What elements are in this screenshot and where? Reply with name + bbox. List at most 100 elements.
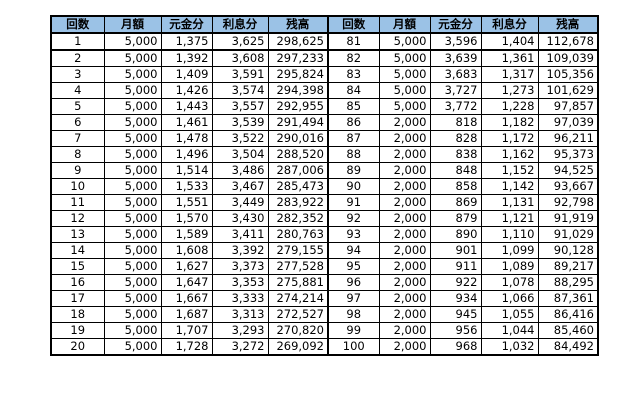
cell-interest: 1,162	[480, 146, 539, 163]
cell-count: 7	[50, 130, 105, 147]
table-row: 4 5,000 1,426 3,574 294,398 84 5,000 3,727 1,273…	[50, 82, 599, 99]
cell-principal: 858	[429, 178, 482, 195]
cell-interest: 3,353	[211, 274, 269, 291]
cell-balance: 91,919	[537, 210, 599, 227]
cell-monthly: 5,000	[378, 82, 431, 99]
cell-monthly: 2,000	[378, 130, 431, 147]
cell-principal: 1,589	[160, 226, 213, 243]
cell-monthly: 2,000	[378, 338, 431, 356]
header-cell-count-1: 回数	[50, 15, 105, 34]
cell-principal: 1,375	[160, 32, 213, 51]
cell-count: 4	[50, 82, 105, 99]
cell-interest: 1,121	[480, 210, 539, 227]
cell-balance: 285,473	[267, 178, 329, 195]
cell-monthly: 5,000	[103, 130, 162, 147]
cell-principal: 1,392	[160, 49, 213, 67]
cell-principal: 934	[429, 290, 482, 307]
cell-count: 98	[327, 306, 380, 323]
cell-interest: 1,152	[480, 162, 539, 179]
cell-count: 85	[327, 98, 380, 115]
cell-interest: 3,504	[211, 146, 269, 163]
cell-interest: 3,591	[211, 66, 269, 83]
cell-interest: 1,089	[480, 258, 539, 275]
table-row: 16 5,000 1,647 3,353 275,881 96 2,000 922 1,078 8…	[50, 274, 599, 291]
cell-monthly: 5,000	[103, 210, 162, 227]
cell-balance: 292,955	[267, 98, 329, 115]
cell-monthly: 2,000	[378, 146, 431, 163]
cell-principal: 3,639	[429, 49, 482, 67]
cell-interest: 3,272	[211, 338, 269, 356]
cell-count: 8	[50, 146, 105, 163]
cell-principal: 1,551	[160, 194, 213, 211]
cell-count: 81	[327, 32, 380, 51]
cell-count: 99	[327, 322, 380, 339]
cell-count: 97	[327, 290, 380, 307]
cell-monthly: 5,000	[103, 274, 162, 291]
cell-monthly: 5,000	[103, 32, 162, 51]
cell-count: 12	[50, 210, 105, 227]
cell-balance: 279,155	[267, 242, 329, 259]
cell-interest: 1,182	[480, 114, 539, 131]
table-row: 5 5,000 1,443 3,557 292,955 85 5,000 3,772 1,228…	[50, 98, 599, 115]
cell-monthly: 2,000	[378, 322, 431, 339]
cell-monthly: 2,000	[378, 162, 431, 179]
cell-count: 90	[327, 178, 380, 195]
cell-balance: 283,922	[267, 194, 329, 211]
cell-principal: 838	[429, 146, 482, 163]
cell-monthly: 5,000	[103, 338, 162, 356]
cell-balance: 96,211	[537, 130, 599, 147]
table-row: 9 5,000 1,514 3,486 287,006 89 2,000 848 1,152 94…	[50, 162, 599, 179]
cell-monthly: 5,000	[103, 258, 162, 275]
cell-principal: 1,461	[160, 114, 213, 131]
cell-monthly: 5,000	[103, 114, 162, 131]
cell-balance: 90,128	[537, 242, 599, 259]
cell-monthly: 5,000	[103, 49, 162, 67]
cell-interest: 1,099	[480, 242, 539, 259]
cell-balance: 291,494	[267, 114, 329, 131]
cell-balance: 84,492	[537, 338, 599, 356]
cell-monthly: 2,000	[378, 306, 431, 323]
cell-interest: 3,574	[211, 82, 269, 99]
header-cell-principal-1: 元金分	[160, 15, 213, 34]
cell-count: 82	[327, 49, 380, 67]
cell-count: 17	[50, 290, 105, 307]
cell-count: 10	[50, 178, 105, 195]
cell-interest: 3,333	[211, 290, 269, 307]
cell-interest: 1,131	[480, 194, 539, 211]
header-cell-balance-1: 残高	[267, 15, 329, 34]
cell-interest: 1,172	[480, 130, 539, 147]
cell-count: 5	[50, 98, 105, 115]
cell-count: 96	[327, 274, 380, 291]
cell-principal: 1,443	[160, 98, 213, 115]
cell-monthly: 5,000	[103, 306, 162, 323]
cell-balance: 280,763	[267, 226, 329, 243]
cell-interest: 3,625	[211, 32, 269, 51]
header-row: 回数 月額 元金分 利息分 残高 回数 月額 元金分 利息分 残高	[50, 15, 599, 34]
cell-principal: 3,727	[429, 82, 482, 99]
table-row: 18 5,000 1,687 3,313 272,527 98 2,000 945 1,055 8…	[50, 306, 599, 323]
cell-monthly: 5,000	[103, 66, 162, 83]
table-row: 7 5,000 1,478 3,522 290,016 87 2,000 828 1,172 96…	[50, 130, 599, 147]
cell-monthly: 5,000	[103, 322, 162, 339]
cell-interest: 3,411	[211, 226, 269, 243]
cell-balance: 112,678	[537, 32, 599, 51]
cell-balance: 91,029	[537, 226, 599, 243]
header-cell-monthly-2: 月額	[378, 15, 431, 34]
cell-monthly: 5,000	[103, 98, 162, 115]
header-cell-monthly-1: 月額	[103, 15, 162, 34]
table-row: 2 5,000 1,392 3,608 297,233 82 5,000 3,639 1,361…	[50, 49, 599, 67]
cell-principal: 1,533	[160, 178, 213, 195]
cell-count: 11	[50, 194, 105, 211]
cell-principal: 901	[429, 242, 482, 259]
cell-interest: 3,313	[211, 306, 269, 323]
cell-monthly: 5,000	[103, 178, 162, 195]
cell-monthly: 2,000	[378, 210, 431, 227]
header-cell-count-2: 回数	[327, 15, 380, 34]
cell-balance: 92,798	[537, 194, 599, 211]
cell-monthly: 2,000	[378, 178, 431, 195]
cell-monthly: 5,000	[378, 66, 431, 83]
cell-balance: 288,520	[267, 146, 329, 163]
cell-count: 86	[327, 114, 380, 131]
cell-interest: 1,404	[480, 32, 539, 51]
cell-balance: 295,824	[267, 66, 329, 83]
